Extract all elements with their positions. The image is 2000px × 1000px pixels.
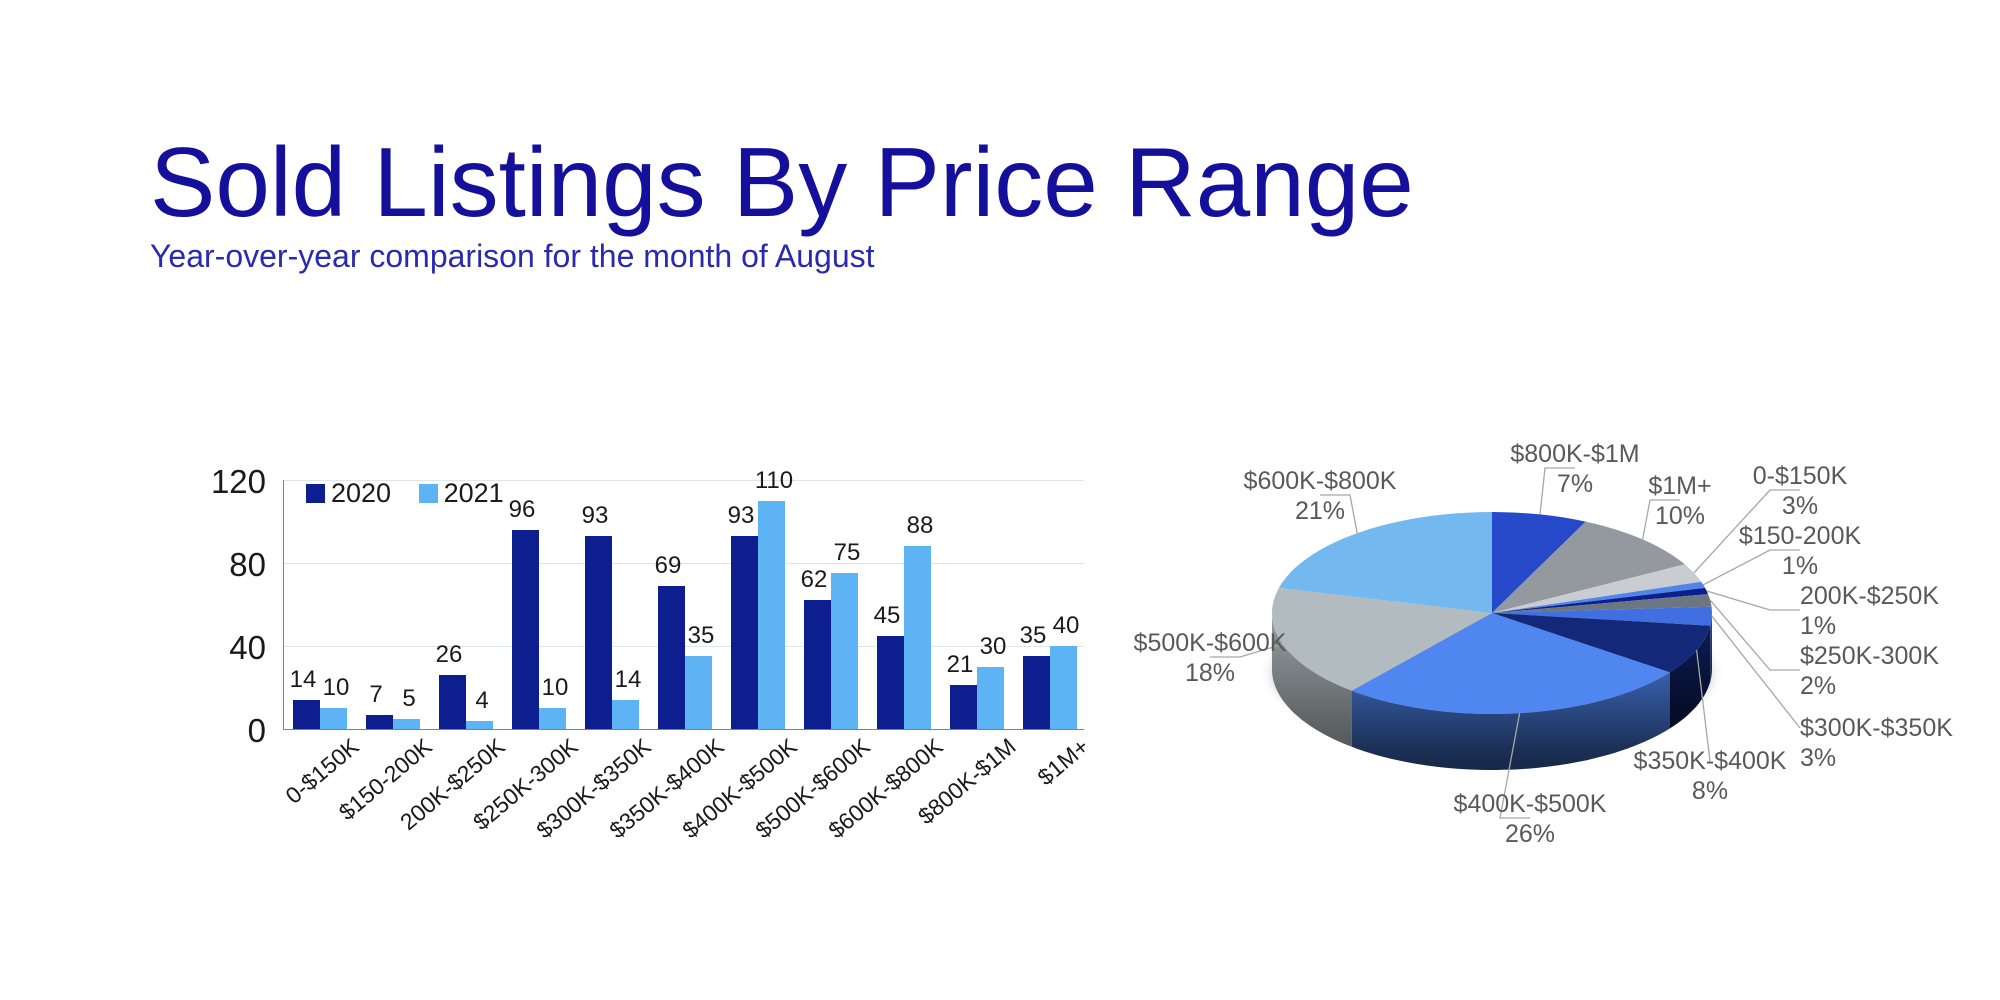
svg-text:0-$150K: 0-$150K [1753, 462, 1848, 490]
svg-text:200K-$250K: 200K-$250K [1800, 582, 1939, 610]
svg-text:1%: 1% [1782, 552, 1818, 580]
svg-text:$350K-$400K: $350K-$400K [1634, 747, 1787, 775]
svg-text:$400K-$500K: $400K-$500K [1454, 790, 1607, 818]
svg-text:$250K-300K: $250K-300K [1800, 642, 1939, 670]
svg-text:2%: 2% [1800, 672, 1836, 700]
svg-text:21%: 21% [1295, 497, 1345, 525]
svg-text:7%: 7% [1557, 470, 1593, 498]
svg-text:$300K-$350K: $300K-$350K [1800, 714, 1953, 742]
svg-text:$500K-$600K: $500K-$600K [1134, 629, 1287, 657]
svg-text:8%: 8% [1692, 777, 1728, 805]
svg-text:26%: 26% [1505, 820, 1555, 848]
svg-text:$1M+: $1M+ [1648, 472, 1711, 500]
svg-text:3%: 3% [1800, 744, 1836, 772]
svg-text:3%: 3% [1782, 492, 1818, 520]
svg-text:$150-200K: $150-200K [1739, 522, 1862, 550]
svg-text:$800K-$1M: $800K-$1M [1510, 440, 1639, 468]
svg-text:$600K-$800K: $600K-$800K [1244, 467, 1397, 495]
svg-text:18%: 18% [1185, 659, 1235, 687]
svg-text:10%: 10% [1655, 502, 1705, 530]
svg-text:1%: 1% [1800, 612, 1836, 640]
